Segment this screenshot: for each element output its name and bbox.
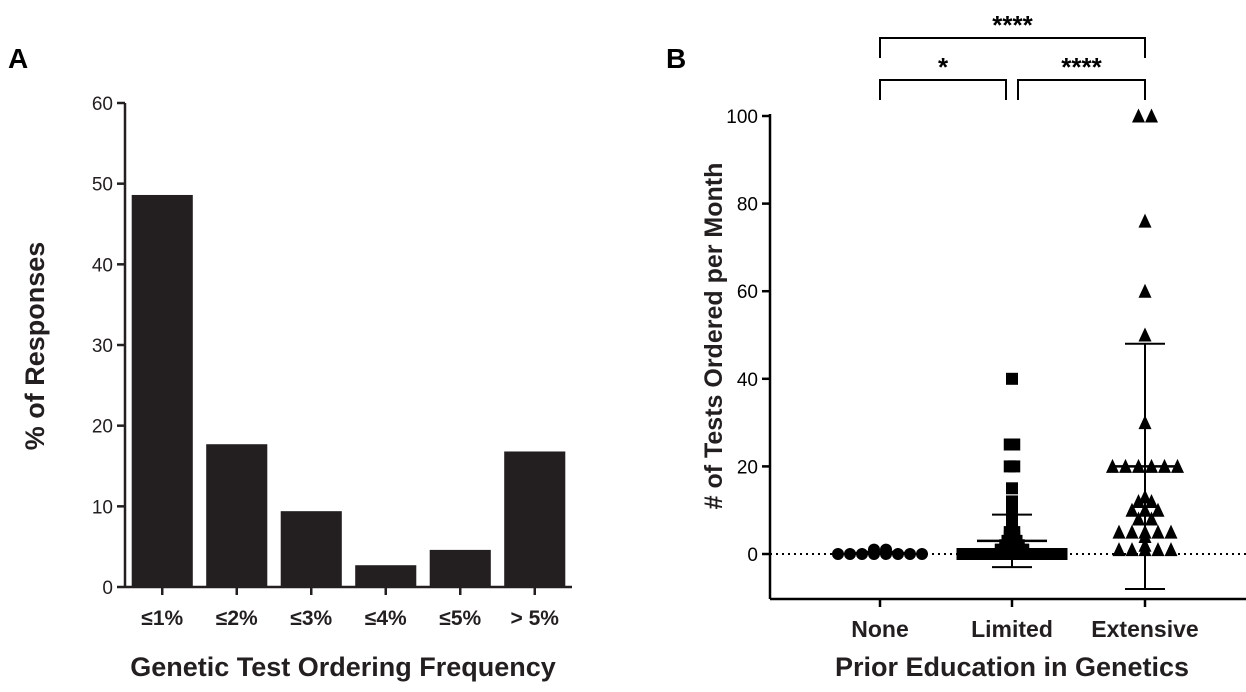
panel-a-bar (280, 511, 342, 587)
panel-a-x-axis-title: Genetic Test Ordering Frequency (130, 652, 556, 682)
panel-b-point-extensive (1145, 108, 1158, 123)
panel-b-point-extensive (1112, 524, 1126, 539)
panel-a-y-axis-title: % of Responses (20, 242, 50, 451)
panel-b-significance-bracket (879, 79, 1007, 100)
panel-b-point-extensive (1138, 327, 1152, 342)
panel-a-axes (117, 101, 572, 595)
panel-b-point-extensive (1138, 283, 1152, 298)
panel-a-x-tick-label: > 5% (511, 607, 560, 630)
panel-a-y-tick-label: 40 (92, 255, 113, 276)
panel-b-point-extensive (1151, 502, 1165, 517)
panel-b-significance-label: * (938, 52, 949, 82)
panel-b-point-extensive (1145, 493, 1158, 508)
panel-b-x-axis-title: Prior Education in Genetics (835, 652, 1189, 682)
panel-a-x-tick-label: ≤1% (141, 607, 183, 630)
panel-b-y-tick-label: 80 (737, 195, 758, 216)
panel-b-y-axis-title: # of Tests Ordered per Month (700, 163, 728, 510)
panel-b-point-extensive (1125, 502, 1139, 517)
panel-b-point-extensive (1132, 493, 1145, 508)
panel-b-error-bars (845, 342, 1180, 591)
panel-b-point-extensive (1151, 524, 1165, 539)
panel-b-point-limited (1055, 548, 1068, 560)
panel-b-significance-label: **** (1061, 52, 1102, 82)
panel-b-point-none (916, 548, 928, 560)
panel-b-point-limited (1006, 372, 1018, 385)
panel-a-bar (131, 194, 193, 587)
panel-b-y-tick-label: 100 (726, 107, 758, 128)
panel-a-x-tick-label: ≤4% (365, 607, 407, 630)
panel-b-point-extensive (1151, 542, 1165, 557)
panel-b-y-tick-label: 60 (737, 282, 758, 303)
panel-a-x-tick-label: ≤3% (290, 607, 332, 630)
panel-b-significance-brackets: * ******** (879, 10, 1146, 100)
panel-b-point-extensive (1138, 213, 1152, 228)
panel-b-x-tick-label: None (851, 616, 909, 642)
panel-b-y-tick-label: 0 (747, 545, 758, 566)
panel-b-point-limited (1006, 482, 1018, 495)
panel-b-point-extensive (1145, 511, 1158, 526)
panel-a-bar (355, 565, 417, 587)
panel-b-x-tick-label: Extensive (1091, 616, 1198, 642)
panel-b-point-extensive (1132, 108, 1145, 123)
panel-a-bar (206, 444, 268, 587)
panel-b-point-extensive (1112, 542, 1126, 557)
panel-a-bar (429, 549, 491, 587)
panel-b-label: B (666, 43, 686, 74)
panel-b-x-tick-label: Limited (971, 616, 1053, 642)
panel-b-significance-bracket (1017, 79, 1146, 100)
panel-b-points (832, 108, 1184, 560)
panel-b-significance-bracket (879, 37, 1146, 58)
panel-a-y-tick-label: 20 (92, 417, 113, 438)
panel-b-point-none (832, 548, 844, 560)
panel-a-y-tick-label: 30 (92, 336, 113, 357)
panel-a-y-tick-label: 0 (102, 578, 113, 599)
panel-a-y-tick-label: 10 (92, 497, 113, 518)
panel-a-bar-chart: A 0 10 20 30 40 50 60 ≤1% ≤2% ≤3% ≤4% ≤5% > 5% Genet… (8, 43, 572, 682)
panel-b-point-limited (1008, 438, 1021, 451)
panel-b-point-extensive (1164, 542, 1178, 557)
panel-b-significance-label: **** (992, 10, 1033, 40)
panel-b-point-extensive (1164, 524, 1178, 539)
panel-a-bar (504, 451, 566, 587)
panel-a-x-tick-label: ≤5% (439, 607, 481, 630)
panel-b-tick-labels: 0 20 40 60 80 100 None Limited Extensive (726, 107, 1198, 642)
panel-b-y-tick-label: 40 (737, 370, 758, 391)
panel-b-y-tick-label: 20 (737, 457, 758, 478)
panel-b-point-extensive (1132, 511, 1145, 526)
panel-a-x-tick-label: ≤2% (216, 607, 258, 630)
panel-a-tick-labels: 0 10 20 30 40 50 60 ≤1% ≤2% ≤3% ≤4% ≤5% > 5% (92, 94, 559, 630)
panel-a-y-tick-label: 50 (92, 175, 113, 196)
panel-a-bars (131, 194, 566, 587)
panel-b-point-extensive (1125, 524, 1139, 539)
panel-b-point-limited (1008, 460, 1021, 473)
panel-a-label: A (8, 43, 28, 74)
panel-b-point-extensive (1125, 542, 1139, 557)
panel-a-y-tick-label: 60 (92, 94, 113, 115)
